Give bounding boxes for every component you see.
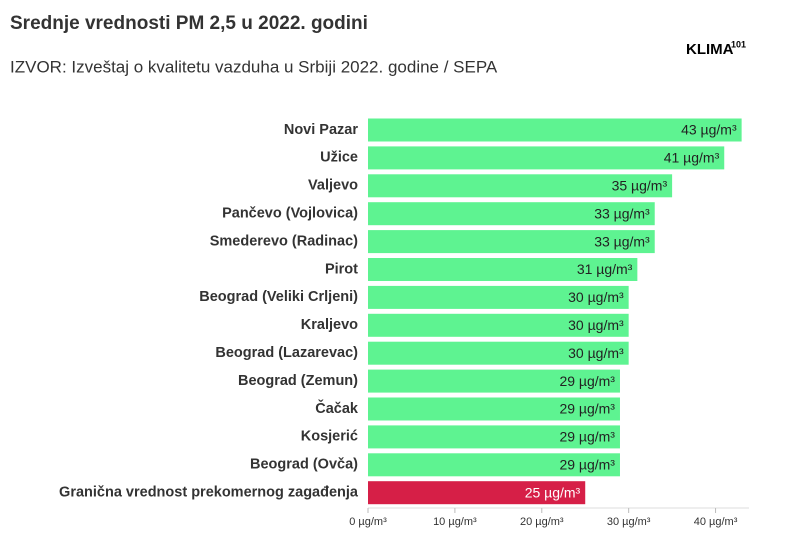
logo-sup: 101	[731, 39, 746, 49]
bar	[368, 369, 620, 393]
value-label: 33 µg/m³	[594, 233, 650, 249]
x-tick-label: 40 µg/m³	[694, 516, 738, 528]
bar	[368, 341, 629, 365]
value-label: 30 µg/m³	[568, 345, 624, 361]
value-label: 31 µg/m³	[577, 261, 633, 277]
y-tick-label: Pančevo (Vojlovica)	[222, 206, 358, 222]
bar	[368, 258, 638, 281]
chart-subtitle: IZVOR: Izveštaj o kvalitetu vazduha u Sr…	[10, 57, 498, 76]
chart-title: Srednje vrednosti PM 2,5 u 2022. godini	[10, 13, 368, 34]
bar	[368, 453, 620, 477]
y-tick-label: Užice	[320, 150, 358, 166]
value-label: 33 µg/m³	[594, 205, 650, 221]
value-label: 29 µg/m³	[559, 429, 615, 445]
y-tick-label: Pirot	[325, 261, 358, 277]
bar	[368, 230, 655, 254]
logo: KLIMA	[686, 41, 734, 58]
bar	[368, 313, 629, 337]
x-tick-label: 0 µg/m³	[349, 516, 387, 528]
x-tick-label: 30 µg/m³	[607, 516, 651, 528]
y-tick-label: Beograd (Veliki Crljeni)	[199, 289, 358, 305]
y-tick-label: Beograd (Lazarevac)	[215, 345, 358, 361]
value-label: 35 µg/m³	[612, 178, 668, 194]
y-tick-label: Čačak	[315, 399, 359, 417]
value-label: 25 µg/m³	[525, 484, 581, 500]
x-tick-label: 20 µg/m³	[520, 516, 564, 528]
bar	[368, 118, 742, 142]
value-label: 30 µg/m³	[568, 289, 624, 305]
y-tick-label: Novi Pazar	[284, 122, 358, 138]
bar	[368, 146, 725, 170]
x-tick-label: 10 µg/m³	[433, 516, 477, 528]
value-label: 29 µg/m³	[559, 373, 615, 389]
y-tick-label: Granična vrednost prekomernog zagađenja	[59, 485, 359, 501]
bar	[368, 174, 673, 198]
y-tick-label: Beograd (Ovča)	[250, 457, 358, 473]
y-tick-label: Kosjerić	[301, 429, 358, 445]
bar	[368, 397, 620, 421]
value-label: 41 µg/m³	[664, 150, 720, 166]
value-label: 29 µg/m³	[559, 457, 615, 473]
value-label: 43 µg/m³	[681, 122, 737, 138]
y-tick-label: Smederevo (Radinac)	[210, 233, 358, 249]
y-tick-label: Valjevo	[308, 178, 358, 194]
bar	[368, 285, 629, 309]
value-label: 30 µg/m³	[568, 317, 624, 333]
y-tick-label: Kraljevo	[301, 317, 358, 333]
bar	[368, 481, 586, 505]
value-label: 29 µg/m³	[559, 401, 615, 417]
bar	[368, 425, 620, 449]
y-tick-label: Beograd (Zemun)	[238, 373, 358, 389]
bar	[368, 202, 655, 226]
